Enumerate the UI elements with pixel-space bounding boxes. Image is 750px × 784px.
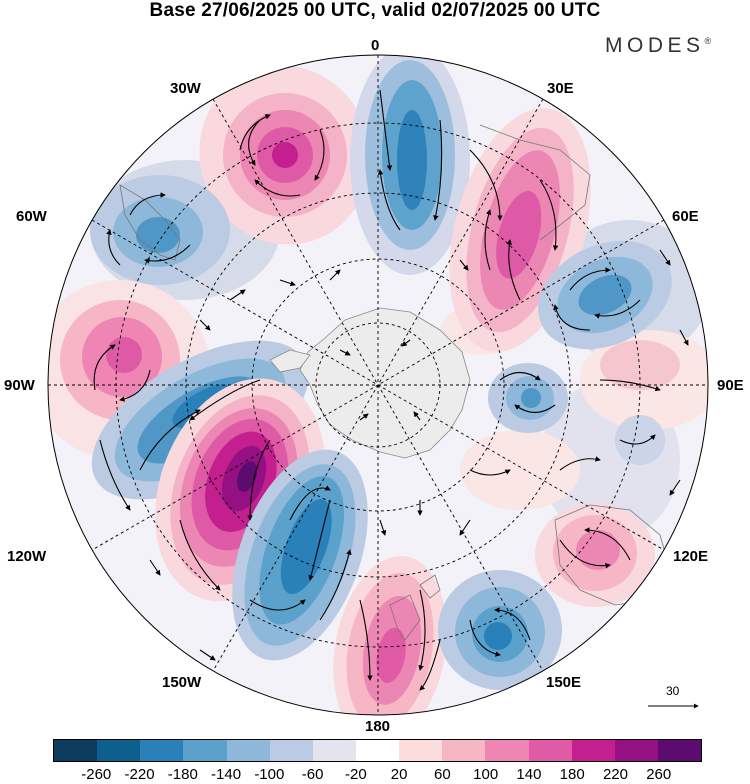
lon-label-150w: 150W — [162, 674, 202, 691]
colorbar — [53, 739, 702, 762]
lon-label-120e: 120E — [673, 548, 709, 565]
colorbar-tick-label: 140 — [516, 766, 542, 783]
colorbar-segment — [312, 740, 356, 761]
colorbar-tick-label: 260 — [646, 766, 672, 783]
anomaly-positive-120e — [535, 503, 655, 607]
colorbar-segment — [355, 740, 400, 761]
modes-logo: MODES® — [605, 34, 711, 58]
colorbar-tick-label: -60 — [301, 766, 324, 783]
lon-label-60e: 60E — [672, 208, 699, 225]
anomaly-weak-negative — [615, 415, 665, 465]
anomaly-negative-60e — [538, 240, 672, 350]
lon-label-30w: 30W — [170, 80, 201, 97]
south-america-coast — [119, 184, 181, 261]
colorbar-segment — [442, 740, 486, 761]
antarctica-landmass — [299, 307, 471, 459]
colorbar-tick-label: -100 — [254, 766, 285, 783]
colorbar-segment — [226, 740, 270, 761]
lon-label-150e: 150E — [546, 674, 582, 691]
colorbar-tick-label: 20 — [390, 766, 408, 783]
colorbar-segment — [614, 740, 658, 761]
lon-label-30e: 30E — [547, 80, 574, 97]
lon-label-60w: 60W — [16, 208, 47, 225]
colorbar-segment — [485, 740, 529, 761]
brand-name: MODES — [605, 34, 705, 57]
lon-label-90e: 90E — [717, 377, 744, 394]
anomaly-field — [48, 55, 708, 715]
lon-label-90w: 90W — [4, 377, 35, 394]
anomaly-positive-30w — [199, 65, 371, 245]
colorbar-tick-label: 180 — [559, 766, 585, 783]
new-zealand-coast — [389, 574, 441, 641]
anomaly-weak-positive — [600, 340, 680, 390]
lon-label-120w: 120W — [7, 548, 47, 565]
colorbar-tick-labels: -260 -220 -180 -140 -100 -60 -20 20 60 100 140 180 2… — [0, 766, 750, 784]
colorbar-segment — [97, 740, 141, 761]
polar-stereographic-map — [47, 54, 709, 716]
registered-mark: ® — [704, 36, 712, 46]
anomaly-negative-150e — [438, 570, 562, 690]
lon-label-0: 0 — [371, 37, 380, 54]
colorbar-tick-label: 60 — [434, 766, 451, 783]
lon-label-180: 180 — [365, 718, 391, 735]
anomaly-weak-positive — [460, 430, 580, 510]
colorbar-segment — [269, 740, 313, 761]
graticule — [48, 55, 708, 715]
colorbar-tick-label: 100 — [473, 766, 499, 783]
colorbar-tick-label: -220 — [124, 766, 155, 783]
colorbar-segment — [399, 740, 443, 761]
wind-vectors — [93, 89, 689, 691]
anomaly-positive-180 — [333, 555, 447, 715]
colorbar-tick-label: -20 — [345, 766, 367, 783]
map-title: Base 27/06/2025 00 UTC, valid 02/07/2025… — [149, 0, 601, 21]
colorbar-tick-label: -180 — [167, 766, 198, 783]
map-boundary-circle — [47, 54, 709, 716]
africa-coast — [479, 124, 591, 241]
anomaly-negative-0 — [350, 55, 470, 275]
colorbar-segment — [571, 740, 615, 761]
colorbar-tick-label: 220 — [602, 766, 628, 783]
reference-vector-label: 30 — [666, 684, 680, 698]
colorbar-segment — [528, 740, 572, 761]
anomaly-negative-60w — [90, 175, 230, 285]
colorbar-segment — [657, 740, 702, 761]
colorbar-tick-label: -140 — [211, 766, 242, 783]
colorbar-tick-label: -260 — [81, 766, 112, 783]
colorbar-segment — [140, 740, 184, 761]
colorbar-segment — [183, 740, 227, 761]
colorbar-segment — [54, 740, 98, 761]
